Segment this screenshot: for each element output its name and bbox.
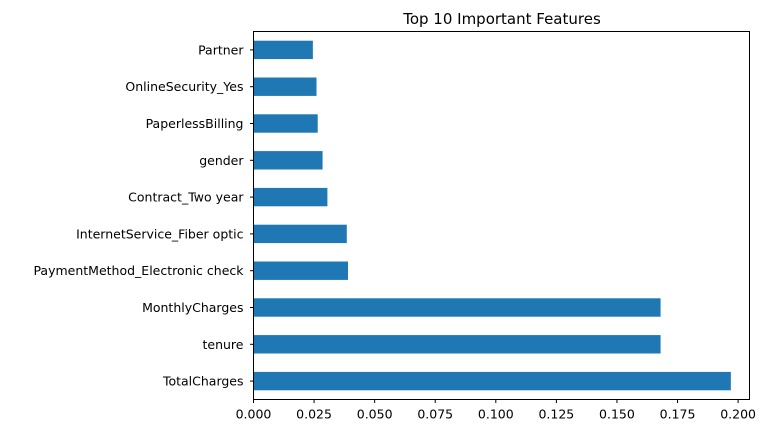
bar-internetservice-fiber-optic <box>253 224 347 244</box>
bars-group <box>253 40 731 391</box>
bar-tenure <box>253 335 661 354</box>
x-tick-label: 0.025 <box>296 407 332 422</box>
bar-paperlessbilling <box>253 114 318 133</box>
y-tick-label: Contract_Two year <box>128 190 244 205</box>
x-tick-label: 0.175 <box>660 407 696 422</box>
x-tick-label: 0.150 <box>599 407 635 422</box>
y-tick-label: OnlineSecurity_Yes <box>125 79 243 94</box>
bar-onlinesecurity-yes <box>253 77 317 96</box>
y-tick-label: gender <box>199 153 244 168</box>
y-tick-label: MonthlyCharges <box>142 300 243 315</box>
y-tick-label: Partner <box>198 42 244 57</box>
x-tick-label: 0.000 <box>236 407 272 422</box>
x-tick-label: 0.075 <box>417 407 453 422</box>
x-tick-label: 0.200 <box>720 407 756 422</box>
y-tick-label: InternetService_Fiber optic <box>76 226 244 241</box>
bar-totalcharges <box>253 371 731 391</box>
chart-title: Top 10 Important Features <box>402 10 601 28</box>
plot-frame <box>253 31 750 400</box>
bar-paymentmethod-electronic-check <box>253 261 348 280</box>
x-axis-ticks: 0.000 0.025 0.050 0.075 0.100 0.125 0.150 0.175… <box>236 399 756 422</box>
y-tick-label: PaymentMethod_Electronic check <box>33 263 244 278</box>
x-tick-label: 0.125 <box>538 407 574 422</box>
y-tick-label: tenure <box>203 337 244 352</box>
bar-monthlycharges <box>253 298 661 317</box>
x-tick-label: 0.050 <box>357 407 393 422</box>
y-tick-label: PaperlessBilling <box>146 116 244 131</box>
bar-contract-two-year <box>253 187 328 207</box>
y-axis-ticks: Partner OnlineSecurity_Yes PaperlessBillin… <box>33 42 254 389</box>
x-tick-label: 0.100 <box>478 407 514 422</box>
y-tick-label: TotalCharges <box>162 374 244 389</box>
bar-gender <box>253 151 323 170</box>
bar-partner <box>253 40 313 60</box>
